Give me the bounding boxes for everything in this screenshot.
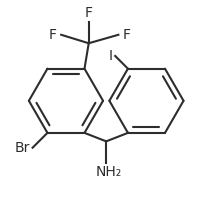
Text: Br: Br <box>15 141 31 155</box>
Text: NH₂: NH₂ <box>95 165 122 179</box>
Text: I: I <box>109 49 113 63</box>
Text: F: F <box>123 28 131 42</box>
Text: F: F <box>49 28 57 42</box>
Text: F: F <box>85 6 93 20</box>
